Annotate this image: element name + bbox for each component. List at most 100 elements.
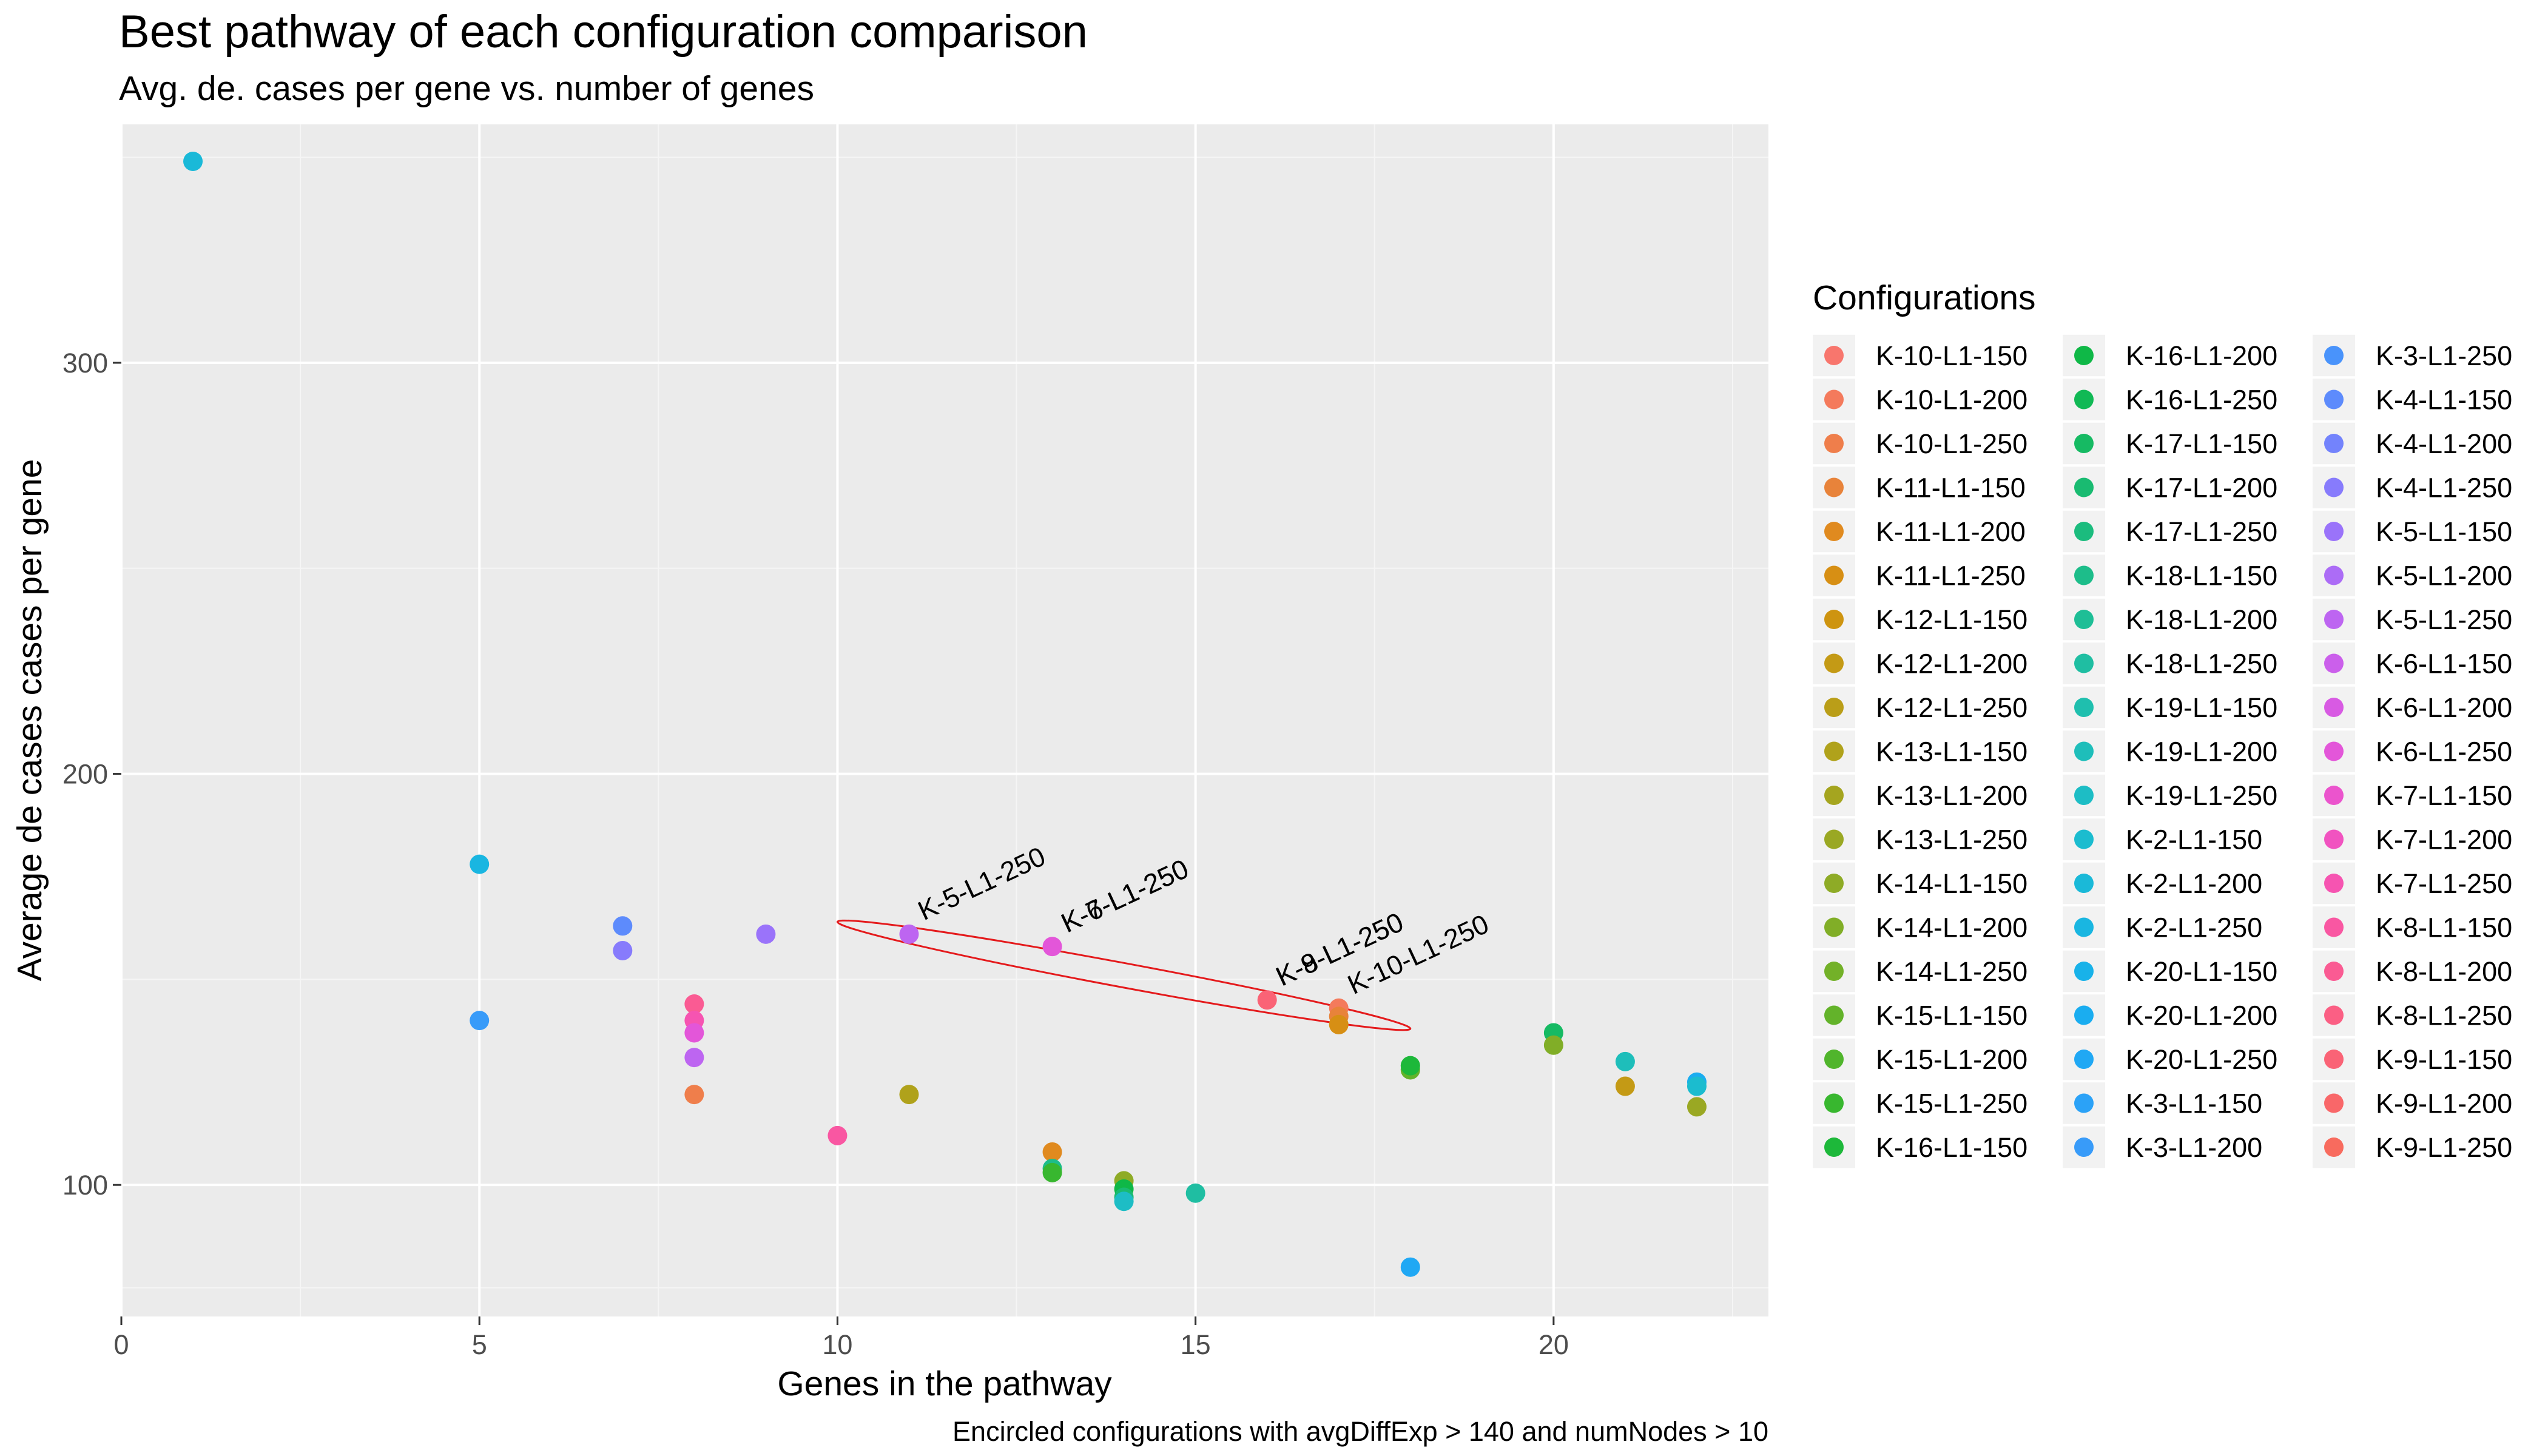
legend-key: [2074, 1138, 2094, 1157]
legend-key: [1824, 522, 1844, 541]
legend-entry-label: K-15-L1-200: [1876, 1044, 2027, 1075]
legend-key: [2074, 346, 2094, 365]
legend-entry-label: K-7-L1-250: [2376, 868, 2512, 899]
legend-entry-label: K-11-L1-150: [1876, 473, 2026, 504]
data-point: [613, 916, 633, 936]
legend-key: [1824, 741, 1844, 761]
legend-key: [2074, 653, 2094, 673]
legend-entry-label: K-20-L1-150: [2126, 956, 2277, 987]
legend: K-10-L1-150 K-10-L1-200 K-10-L1-250 K-11-L1…: [1813, 334, 2512, 1168]
data-points: [183, 151, 1707, 1277]
legend-key: [2324, 1093, 2344, 1113]
legend-entry-label: K-8-L1-250: [2376, 1000, 2512, 1031]
legend-key: [2324, 522, 2344, 541]
legend-entry-label: K-17-L1-200: [2126, 473, 2277, 504]
legend-entry-label: K-15-L1-150: [1876, 1000, 2027, 1031]
legend-entry-label: K-12-L1-150: [1876, 604, 2027, 635]
legend-key: [2074, 1005, 2094, 1025]
data-point: [613, 940, 633, 960]
x-tick-label: 10: [822, 1329, 852, 1360]
legend-entry-label: K-19-L1-250: [2126, 780, 2277, 811]
legend-key: [2324, 389, 2344, 410]
data-point: [1543, 1035, 1563, 1055]
legend-entry-label: K-9-L1-200: [2376, 1088, 2512, 1119]
legend-entry-label: K-16-L1-150: [1876, 1132, 2027, 1163]
legend-entry-label: K-5-L1-250: [2376, 604, 2512, 635]
legend-key: [2074, 389, 2094, 410]
data-point: [899, 1085, 919, 1105]
legend-key: [2074, 1093, 2094, 1113]
legend-entry-label: K-11-L1-200: [1876, 516, 2026, 547]
legend-entry-label: K-13-L1-150: [1876, 736, 2027, 767]
legend-key: [1824, 477, 1844, 497]
legend-entry-label: K-14-L1-150: [1876, 868, 2027, 899]
legend-key: [1824, 434, 1844, 453]
legend-entry-label: K-6-L1-200: [2376, 692, 2512, 723]
data-point: [1400, 1257, 1420, 1277]
legend-entry-label: K-10-L1-150: [1876, 340, 2027, 371]
data-point: [1687, 1097, 1707, 1117]
legend-entry-label: K-2-L1-200: [2126, 868, 2262, 899]
chart-subtitle: Avg. de. cases per gene vs. number of ge…: [119, 69, 814, 108]
legend-key: [1824, 565, 1844, 585]
legend-key: [1824, 1005, 1844, 1025]
legend-entry-label: K-6-L1-250: [2376, 736, 2512, 767]
chart-title: Best pathway of each configuration compa…: [119, 6, 1088, 58]
data-point: [1114, 1191, 1134, 1212]
legend-key: [1824, 346, 1844, 365]
legend-entry-label: K-17-L1-250: [2126, 516, 2277, 547]
chart-caption: Encircled configurations with avgDiffExp…: [952, 1416, 1768, 1447]
x-axis-title: Genes in the pathway: [777, 1364, 1112, 1403]
legend-key: [1824, 653, 1844, 673]
legend-key: [2074, 741, 2094, 761]
legend-key: [2074, 1050, 2094, 1069]
data-point: [470, 1011, 490, 1031]
data-point: [684, 1085, 704, 1105]
legend-key: [1824, 786, 1844, 805]
legend-key: [2074, 698, 2094, 717]
legend-entry-label: K-13-L1-200: [1876, 780, 2027, 811]
y-axis-title: Average de cases cases per gene: [10, 459, 49, 982]
legend-entry-label: K-4-L1-150: [2376, 385, 2512, 416]
legend-entry-label: K-8-L1-150: [2376, 912, 2512, 943]
legend-key: [2074, 610, 2094, 629]
data-point: [1042, 1142, 1062, 1162]
data-point: [684, 1048, 704, 1068]
legend-entry-label: K-16-L1-200: [2126, 340, 2277, 371]
legend-entry-label: K-13-L1-250: [1876, 824, 2027, 855]
legend-entry-label: K-9-L1-150: [2376, 1044, 2512, 1075]
data-point: [1400, 1056, 1420, 1076]
legend-key: [1824, 698, 1844, 717]
legend-key: [2074, 477, 2094, 497]
data-point: [1615, 1051, 1635, 1071]
data-point: [899, 924, 919, 944]
legend-key: [2324, 565, 2344, 585]
legend-key: [2074, 962, 2094, 981]
legend-key: [2324, 1050, 2344, 1069]
legend-entry-label: K-7-L1-200: [2376, 824, 2512, 855]
legend-entry-label: K-14-L1-250: [1876, 956, 2027, 987]
legend-entry-label: K-2-L1-150: [2126, 824, 2262, 855]
legend-entry-label: K-18-L1-250: [2126, 649, 2277, 679]
legend-entry-label: K-8-L1-200: [2376, 956, 2512, 987]
data-point: [1329, 1014, 1349, 1034]
data-point: [1042, 937, 1062, 957]
legend-key: [2324, 698, 2344, 717]
legend-key: [2324, 1005, 2344, 1025]
legend-key: [1824, 917, 1844, 937]
legend-title: Configurations: [1813, 278, 2036, 317]
x-tick-label: 0: [113, 1329, 129, 1360]
legend-entry-label: K-4-L1-250: [2376, 473, 2512, 504]
x-axis-ticks: 0 5 10 15 20: [113, 1316, 1569, 1360]
legend-key: [2324, 1138, 2344, 1157]
legend-entry-label: K-11-L1-250: [1876, 561, 2026, 592]
legend-key: [2074, 522, 2094, 541]
data-point: [1042, 1162, 1062, 1182]
grid-lines: [120, 124, 1768, 1316]
data-point: [827, 1125, 848, 1145]
legend-key: [1824, 389, 1844, 410]
legend-entry-label: K-19-L1-200: [2126, 736, 2277, 767]
legend-entry-label: K-20-L1-250: [2126, 1044, 2277, 1075]
legend-key: [2074, 829, 2094, 849]
x-tick-label: 5: [472, 1329, 487, 1360]
